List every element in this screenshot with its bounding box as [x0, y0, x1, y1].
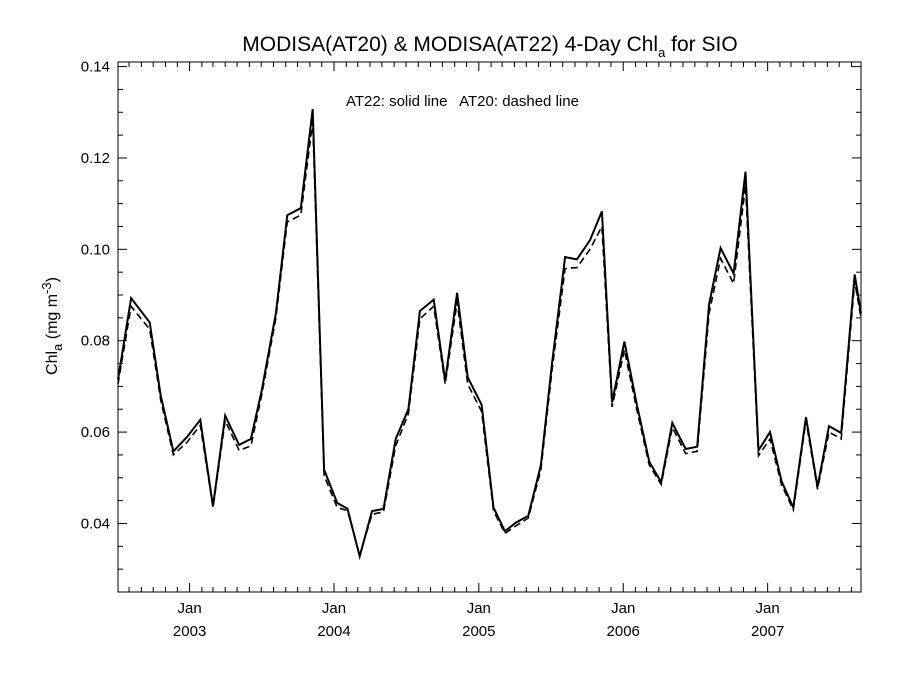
- y-tick-label: 0.12: [81, 150, 110, 167]
- y-tick-label: 0.10: [81, 241, 110, 258]
- x-tick-labels: Jan 2003 Jan 2004 Jan 2005 Jan 2006 Jan 2007: [173, 600, 784, 640]
- y-axis-label-main: Chl: [44, 351, 61, 375]
- x-tick-month-label: Jan: [756, 600, 780, 617]
- x-tick-month-label: Jan: [467, 600, 491, 617]
- y-axis-label-superscript: -3: [39, 282, 54, 294]
- data-lines: [117, 108, 862, 561]
- y-axis-label-rest: (mg m: [44, 294, 61, 344]
- x-tick-year-label: 2006: [607, 623, 640, 640]
- series-line-at20: [117, 121, 862, 559]
- chart-title: MODISA(AT20) & MODISA(AT22) 4-Day Chla f…: [242, 33, 737, 60]
- y-tick-label: 0.06: [81, 424, 110, 441]
- chart-title-subscript: a: [658, 45, 666, 60]
- line-style-annotation: AT22: solid line AT20: dashed line: [346, 93, 579, 110]
- x-tick-year-label: 2004: [317, 623, 350, 640]
- axis-ticks: [118, 62, 861, 593]
- plot-frame: [117, 61, 862, 593]
- x-tick-month-label: Jan: [322, 600, 346, 617]
- series-line-at22: [117, 108, 862, 561]
- x-tick-month-label: Jan: [178, 600, 202, 617]
- chart-title-suffix: for SIO: [665, 33, 737, 56]
- y-tick-labels: 0.04 0.06 0.08 0.10 0.12 0.14: [81, 59, 110, 533]
- y-axis-label-close: ): [44, 277, 61, 282]
- x-tick-year-label: 2005: [462, 623, 495, 640]
- y-tick-label: 0.08: [81, 333, 110, 350]
- chart-title-main: MODISA(AT20) & MODISA(AT22) 4-Day Chl: [242, 33, 658, 56]
- x-tick-year-label: 2007: [751, 623, 784, 640]
- y-axis-label-subscript: a: [50, 343, 65, 351]
- y-tick-label: 0.04: [81, 515, 110, 532]
- y-tick-label: 0.14: [81, 59, 110, 76]
- y-axis-label: Chla (mg m-3): [39, 277, 65, 375]
- x-tick-year-label: 2003: [173, 623, 206, 640]
- x-tick-month-label: Jan: [611, 600, 635, 617]
